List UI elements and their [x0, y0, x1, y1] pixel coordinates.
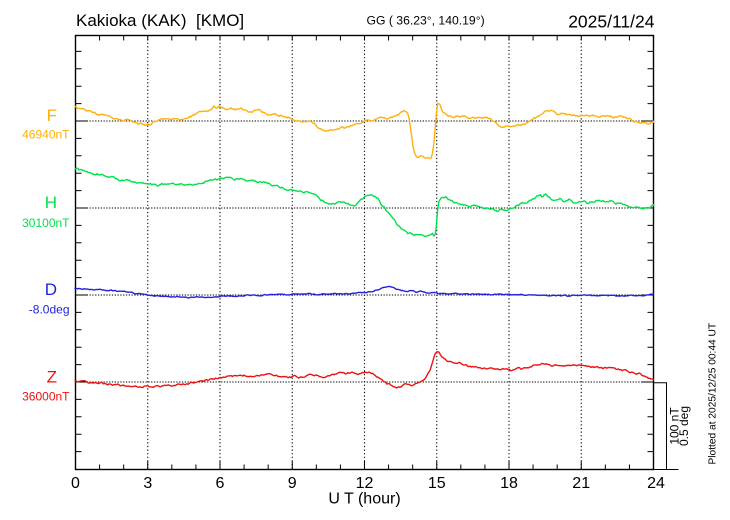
svg-text:21: 21	[572, 475, 590, 492]
svg-text:36000nT: 36000nT	[22, 390, 70, 404]
svg-text:2025/11/24: 2025/11/24	[568, 11, 655, 31]
svg-text:0: 0	[71, 475, 80, 492]
svg-text:6: 6	[216, 475, 225, 492]
svg-text:U T (hour): U T (hour)	[328, 491, 400, 508]
svg-text:100 nT: 100 nT	[668, 407, 682, 445]
svg-text:0.5 deg: 0.5 deg	[677, 406, 691, 446]
svg-text:Plotted at 2025/12/25 00:44 UT: Plotted at 2025/12/25 00:44 UT	[708, 323, 719, 465]
svg-text:Kakioka (KAK) [KMO]: Kakioka (KAK) [KMO]	[76, 11, 244, 30]
svg-text:GG ( 36.23°, 140.19°): GG ( 36.23°, 140.19°)	[367, 14, 485, 28]
svg-text:-8.0deg: -8.0deg	[29, 303, 70, 317]
svg-text:9: 9	[288, 475, 297, 492]
svg-text:Z: Z	[47, 368, 57, 387]
svg-text:24: 24	[647, 475, 665, 492]
svg-text:H: H	[45, 193, 57, 212]
svg-text:3: 3	[143, 475, 152, 492]
svg-text:30100nT: 30100nT	[22, 216, 70, 230]
svg-text:18: 18	[500, 475, 518, 492]
svg-text:D: D	[45, 280, 57, 299]
svg-text:F: F	[47, 106, 57, 125]
svg-text:12: 12	[356, 475, 374, 492]
svg-text:15: 15	[428, 475, 446, 492]
svg-text:46940nT: 46940nT	[22, 127, 70, 141]
